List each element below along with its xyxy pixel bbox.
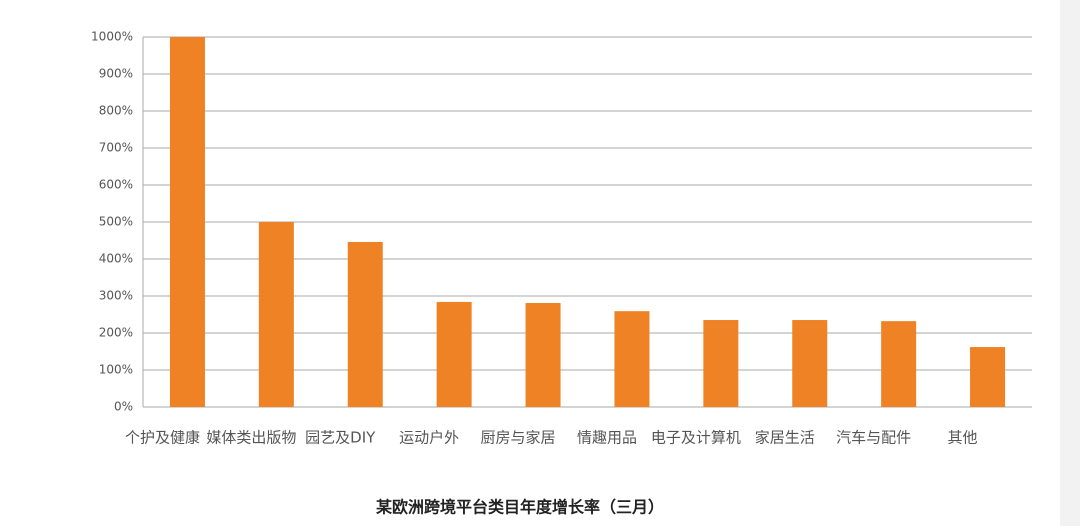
x-tick-label: 其他 xyxy=(948,429,978,447)
x-tick-label: 运动户外 xyxy=(399,429,459,447)
y-tick-label: 1000% xyxy=(91,30,133,44)
bar xyxy=(970,347,1006,407)
y-tick-label: 700% xyxy=(99,141,133,155)
bar xyxy=(525,303,561,407)
x-tick-label: 媒体类出版物 xyxy=(206,429,296,447)
y-tick-label: 500% xyxy=(99,215,133,229)
y-tick-label: 300% xyxy=(99,289,133,303)
side-panel xyxy=(1060,0,1080,526)
x-tick-label: 情趣用品 xyxy=(577,429,637,447)
bar xyxy=(703,320,739,407)
y-tick-label: 900% xyxy=(99,67,133,81)
x-tick-label: 电子及计算机 xyxy=(651,429,741,447)
x-tick-label: 厨房与家居 xyxy=(481,429,556,447)
bar xyxy=(881,321,917,407)
y-tick-label: 800% xyxy=(99,104,133,118)
chart-title: 某欧洲跨境平台类目年度增长率（三月） xyxy=(375,498,664,517)
y-tick-label: 200% xyxy=(99,326,133,340)
bar xyxy=(436,301,472,407)
x-tick-label: 汽车与配件 xyxy=(836,429,911,447)
y-tick-label: 600% xyxy=(99,178,133,192)
x-tick-label: 个护及健康 xyxy=(125,429,200,447)
y-tick-label: 100% xyxy=(99,363,133,377)
bar xyxy=(614,311,650,407)
bar xyxy=(347,241,383,407)
y-tick-label: 0% xyxy=(114,400,133,414)
x-tick-label: 家居生活 xyxy=(755,429,815,447)
bar xyxy=(792,320,828,407)
bar xyxy=(258,222,294,407)
y-tick-label: 400% xyxy=(99,252,133,266)
x-tick-label: 园艺及DIY xyxy=(305,429,376,447)
bar xyxy=(169,37,205,407)
